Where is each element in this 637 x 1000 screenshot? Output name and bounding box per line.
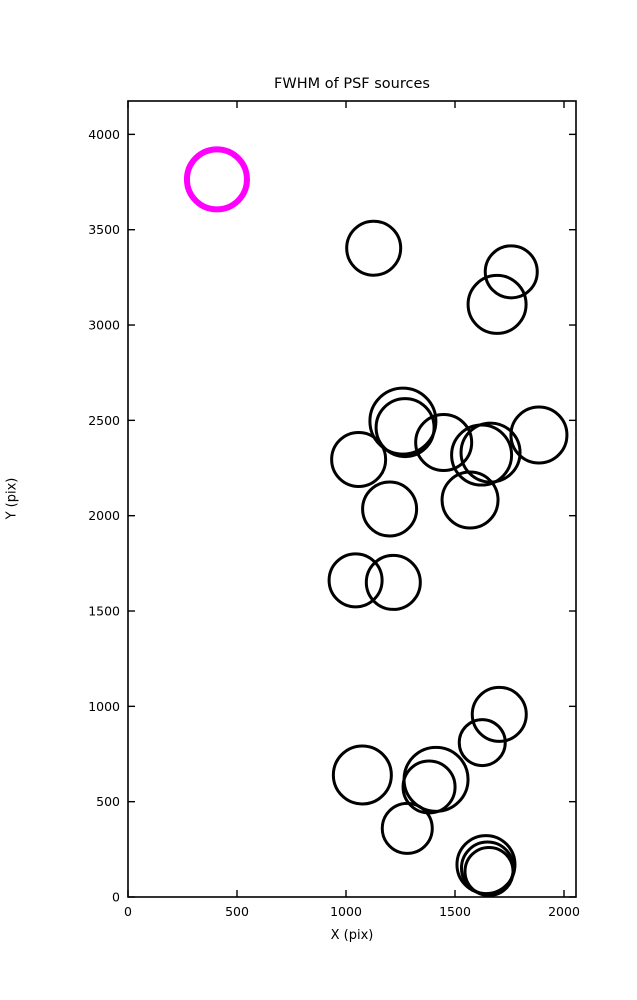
psf-source-circle — [380, 801, 434, 855]
psf-source-markers — [183, 146, 569, 897]
x-tick-labels: 0 500 1000 1500 2000 — [124, 904, 580, 919]
x-tick-label: 1500 — [439, 904, 471, 919]
psf-source-circle — [402, 745, 470, 813]
plot-frame — [127, 100, 577, 898]
psf-source-circle — [483, 244, 539, 300]
x-tick-label: 1000 — [330, 904, 362, 919]
psf-source-circle — [345, 219, 403, 277]
plot-frame-rect — [127, 100, 577, 898]
y-tick-label: 500 — [96, 794, 120, 809]
psf-source-circle — [463, 845, 515, 897]
psf-source-circle-highlight — [183, 146, 250, 213]
psf-source-circle — [401, 759, 457, 815]
x-tick-label: 500 — [225, 904, 249, 919]
x-axis-label: X (pix) — [330, 928, 374, 943]
psf-source-circle — [509, 405, 569, 465]
y-tick-label: 4000 — [88, 127, 120, 142]
psf-source-circle — [414, 412, 474, 472]
y-tick-label: 1000 — [88, 699, 120, 714]
psf-source-circle — [368, 386, 438, 456]
chart-title: FWHM of PSF sources — [274, 76, 430, 92]
psf-source-circle — [330, 430, 388, 488]
psf-source-circle — [374, 397, 436, 459]
psf-source-circle — [470, 685, 528, 743]
axis-ticks — [127, 101, 576, 898]
psf-source-circle — [331, 744, 393, 806]
y-tick-label: 3000 — [88, 318, 120, 333]
psf-source-circle — [364, 553, 422, 611]
x-tick-label: 0 — [124, 904, 132, 919]
y-tick-label: 2500 — [88, 413, 120, 428]
y-tick-label: 0 — [112, 890, 120, 905]
y-tick-labels: 0 500 1000 1500 2000 2500 3000 3500 4000 — [88, 127, 120, 905]
psf-source-circle — [361, 480, 419, 538]
psf-source-circle — [327, 552, 384, 609]
x-tick-label: 2000 — [548, 904, 580, 919]
y-tick-label: 1500 — [88, 604, 120, 619]
psf-source-circle — [440, 470, 500, 530]
psf-source-circle — [457, 718, 507, 768]
y-tick-label: 2000 — [88, 508, 120, 523]
y-tick-label: 3500 — [88, 222, 120, 237]
psf-source-circle — [466, 273, 528, 335]
